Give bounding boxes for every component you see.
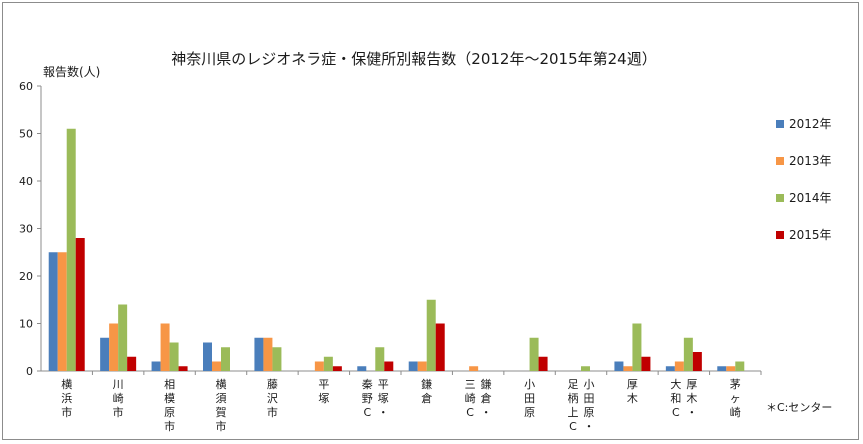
category-label-hiratsuka-hadano: 平塚・ [378,378,389,419]
bar-kawasaki-3 [127,356,137,371]
y-tick-label: 20 [19,270,33,283]
category-label-kawasaki: 川崎市 [113,378,124,419]
bar-kamakura-2 [426,299,436,371]
bar-hiratsuka-hadano-2 [375,347,385,371]
bar-kawasaki-2 [118,304,128,371]
y-tick-label: 30 [19,223,33,236]
y-tick-label: 10 [19,318,33,331]
category-label-sagamihara: 相模原市 [164,378,175,433]
bar-sagamihara-0 [151,361,161,371]
bar-sagamihara-2 [169,342,179,371]
y-tick-label: 60 [19,80,33,93]
bar-chigasaki-0 [717,366,727,371]
category-label-kamakura: 鎌倉 [421,377,432,405]
category-label-odawara-ashigarakami: 小田原・ [584,378,595,433]
bar-hiratsuka-3 [332,366,342,371]
axes: 0 10 20 30 40 50 60 [19,80,762,378]
legend-label-2: 2014年 [789,191,832,205]
category-label-yokosuka: 横須賀市 [216,377,227,433]
bar-atsugi-0 [614,361,624,371]
y-tick-label: 0 [26,365,33,378]
bar-atsugi-1 [623,366,633,371]
category-label-atsugi: 厚木 [627,378,638,405]
bar-hiratsuka-1 [314,361,324,371]
legend-swatch-2 [776,194,784,202]
bar-atsugi-yamato-3 [692,352,702,371]
category-label-odawara: 小田原 [524,378,535,419]
bar-kamakura-3 [435,323,445,371]
bar-hiratsuka-hadano-0 [357,366,367,371]
chart-title: 神奈川県のレジオネラ症・保健所別報告数（2012年～2015年第24週） [171,50,656,68]
category-labels: 横浜市 川崎市 相模原市 横須賀市 藤沢市 平塚 平塚・秦野 C 鎌倉 鎌倉・三崎 C 小田原 小田原・… [61,377,741,433]
bar-kamakura-1 [417,361,427,371]
bar-hiratsuka-hadano-3 [384,361,394,371]
bar-kawasaki-0 [100,337,110,371]
bar-yokosuka-2 [221,347,230,371]
legend-label-0: 2012年 [789,117,832,131]
bar-chigasaki-1 [726,366,736,371]
chart-frame: 神奈川県のレジオネラ症・保健所別報告数（2012年～2015年第24週） 報告数… [2,2,859,440]
bar-odawara-2 [529,337,539,371]
bar-yokohama-3 [75,238,85,371]
bar-fujisawa-0 [254,337,264,371]
bar-atsugi-yamato-0 [665,366,675,371]
legend-swatch-3 [776,231,784,239]
y-tick-label: 50 [19,128,33,141]
bar-sagamihara-1 [160,323,170,371]
bar-hiratsuka-2 [323,356,333,371]
category-label-hiratsuka: 平塚 [318,378,329,405]
legend-swatch-0 [776,120,784,128]
y-tick-label: 40 [19,175,33,188]
bar-chigasaki-2 [735,361,745,371]
y-axis-label: 報告数(人) [43,64,100,79]
bar-odawara-ashigarakami-2 [581,366,590,371]
bar-yokohama-1 [57,252,67,371]
category-label-atsugi-yamato: 厚木・ [686,378,697,419]
bar-yokohama-2 [66,128,76,371]
chart: 神奈川県のレジオネラ症・保健所別報告数（2012年～2015年第24週） 報告数… [19,50,832,433]
legend: 2012年 2013年 2014年 2015年 [776,117,832,242]
bar-sagamihara-3 [178,366,188,371]
bar-odawara-3 [538,356,548,371]
category-label-kamakura-misaki: 三崎 C [465,378,476,419]
category-label-atsugi-yamato: 大和 C [670,377,681,419]
bar-yokosuka-0 [203,342,212,371]
bar-yokosuka-1 [212,361,221,371]
bar-kamakura-misaki-1 [469,366,479,371]
category-label-odawara-ashigarakami: 足柄上 C [568,378,579,433]
bar-kawasaki-1 [109,323,119,371]
category-label-fujisawa: 藤沢市 [267,378,278,419]
legend-swatch-1 [776,157,784,165]
bar-atsugi-yamato-1 [674,361,684,371]
footnote: ＊C:センター [766,401,832,414]
bar-fujisawa-1 [263,337,273,371]
legend-label-1: 2013年 [789,154,832,168]
bars [48,128,745,371]
bar-atsugi-yamato-2 [683,337,693,371]
bar-atsugi-2 [632,323,642,371]
bar-yokohama-0 [48,252,58,371]
bar-atsugi-3 [641,356,651,371]
category-label-yokohama: 横浜市 [61,377,72,419]
legend-label-3: 2015年 [789,228,832,242]
bar-fujisawa-2 [272,347,282,371]
category-label-hiratsuka-hadano: 秦野 C [362,377,373,419]
category-label-chigasaki: 茅ヶ崎 [730,378,741,419]
category-label-kamakura-misaki: 鎌倉・ [481,377,492,419]
bar-kamakura-0 [408,361,418,371]
